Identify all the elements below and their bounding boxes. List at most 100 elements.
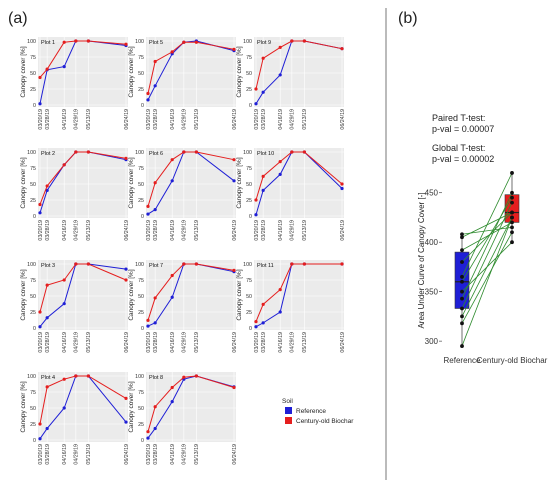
plot-panel: 0 25 50 75 100 03/20/19 03/28/19 04/16/19 04/29/… [20,148,130,241]
x-tick-label: 06/24/19 [232,109,238,130]
x-tick-label: 06/24/19 [124,109,130,130]
y-tick-label: 50 [138,294,144,300]
y-tick-label: 75 [30,55,36,61]
series-line-biochar [39,151,127,205]
data-point-biochar [232,47,236,51]
x-tick-label: 04/29/19 [74,220,80,241]
data-point-reference [38,211,42,215]
data-point-biochar [278,160,282,164]
x-tick-label: 06/24/19 [124,332,130,353]
plot-title: Plot 4 [41,375,55,381]
y-tick-label: 350 [425,287,439,296]
plot-background [254,260,344,330]
y-tick-label: 50 [30,294,36,300]
data-point-biochar [278,45,282,50]
x-tick-label: 04/29/19 [290,332,296,353]
paired-line [461,241,513,292]
plot-title: Plot 7 [149,263,163,269]
series-line-reference [147,40,235,101]
canopy-cover-plots: 0 25 50 75 100 03/20/19 03/28/19 04/16/19 04/29/… [20,37,346,465]
plot-title: Plot 6 [149,151,163,157]
plot-title: Plot 1 [41,40,55,46]
reference-point [460,248,464,253]
x-tick-label: 03/28/19 [153,332,159,353]
plot-background [38,148,128,218]
y-tick-label: 75 [30,390,36,396]
x-tick-label: 03/28/19 [261,109,267,130]
x-tick-label: 03/20/19 [38,109,44,130]
data-point-biochar [38,310,42,314]
y-tick-label: 50 [30,182,36,188]
y-tick-label: 25 [138,87,144,93]
x-tick-label: 03/28/19 [261,332,267,353]
data-point-reference [62,406,66,410]
biochar-point [510,195,514,200]
data-point-biochar [194,150,198,154]
series-line-reference [39,375,127,440]
y-tick-label: 100 [27,150,36,156]
plot-title: Plot 11 [257,263,274,269]
data-point-biochar [340,262,344,266]
data-point-biochar [232,385,236,390]
data-point-reference [170,295,174,299]
data-point-biochar [290,262,294,266]
x-tick-label: 06/24/19 [124,220,130,241]
reference-point [460,344,464,348]
reference-point [460,321,464,326]
data-point-reference [261,321,265,325]
data-point-biochar [45,283,49,287]
legend: Soil Reference Century-old Biochar [282,398,354,425]
x-tick-label: 04/29/19 [182,109,188,130]
y-tick-label: 0 [249,103,252,109]
data-point-reference [62,302,66,306]
y-tick-label: 100 [243,39,252,45]
y-tick-label: 0 [33,103,36,109]
data-point-biochar [340,182,344,186]
biochar-point [510,171,514,175]
series-line-biochar [39,375,127,425]
y-tick-label: 50 [246,71,252,77]
data-point-biochar [261,174,265,178]
x-tick-label: 05/13/19 [86,444,92,465]
biochar-point [510,200,514,205]
legend-swatch-biochar [285,417,292,424]
y-tick-label: 0 [249,214,252,220]
data-point-biochar [38,202,42,207]
series-line-biochar [39,263,127,313]
data-point-biochar [146,430,150,434]
reference-point [460,274,464,279]
panel-b-label: (b) [398,10,418,27]
data-point-reference [62,65,66,69]
paired-line [461,197,513,282]
data-point-biochar [170,158,174,162]
reference-point [460,260,464,264]
y-tick-label: 25 [138,198,144,204]
x-tick-label: 03/28/19 [261,220,267,241]
x-tick-label: 05/13/19 [86,220,92,241]
y-axis-title: Area Under Curve of Canopy Cover [-] [417,192,426,328]
x-tick-label: 03/20/19 [146,109,152,130]
series-line-biochar [147,41,235,94]
plot-background [38,37,128,107]
plot-panel: 0 25 50 75 100 03/20/19 03/28/19 04/16/19 04/29/… [20,372,130,465]
x-tick-label: 06/24/19 [232,332,238,353]
paired-line [461,212,513,263]
x-tick-label: Reference [444,356,481,365]
y-tick-label: 0 [141,214,144,220]
x-tick-label: 05/13/19 [302,332,308,353]
x-tick-label: 05/13/19 [194,444,200,465]
x-tick-label: 03/28/19 [45,220,51,241]
y-tick-label: 50 [138,182,144,188]
reference-point [460,232,464,237]
x-tick-label: 04/16/19 [170,109,176,130]
y-tick-label: 25 [138,310,144,316]
data-point-biochar [170,273,174,278]
x-tick-label: 06/24/19 [340,109,346,130]
data-point-biochar [254,87,258,91]
plot-background [146,37,236,107]
y-axis-title: Canopy cover [%] [128,381,135,432]
data-point-reference [124,267,128,271]
x-tick-label: 03/28/19 [153,444,159,465]
global-test-title: Global T-test: [432,143,485,153]
y-axis-title: Canopy cover [%] [236,269,243,320]
